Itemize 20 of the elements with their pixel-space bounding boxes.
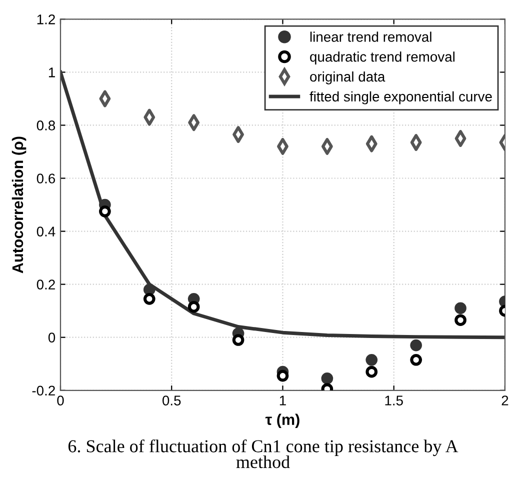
x-tick-label: 0 — [57, 396, 64, 406]
x-tick-label: 1 — [280, 396, 286, 406]
text: 6. Scale of fluctuation of Cn1 cone tip resistance by A method — [68, 439, 458, 468]
legend-label: original data — [310, 71, 386, 84]
y-tick-label: 0.6 — [36, 174, 56, 184]
y-tick-label: 0.4 — [36, 226, 56, 236]
legend-label: quadratic trend removal — [310, 52, 454, 64]
x-tick-label: 2 — [502, 396, 508, 406]
y-tick-label: 1 — [48, 68, 55, 78]
x-tick-label: 0.5 — [162, 396, 181, 406]
x-axis-title: τ (m) — [265, 414, 300, 428]
y-tick-label: 1.2 — [37, 14, 55, 24]
y-axis-title: Autocorrelation (ρ) — [12, 136, 26, 274]
y-tick-label: 0.8 — [36, 120, 56, 130]
legend-label: fitted single exponential curve — [310, 91, 492, 104]
legend-label: linear trend removal — [310, 32, 432, 42]
y-tick-label: 0.2 — [36, 280, 55, 290]
x-tick-label: 1.5 — [385, 396, 403, 406]
y-tick-label: -0.2 — [32, 386, 55, 396]
y-tick-label: 0 — [48, 332, 56, 343]
